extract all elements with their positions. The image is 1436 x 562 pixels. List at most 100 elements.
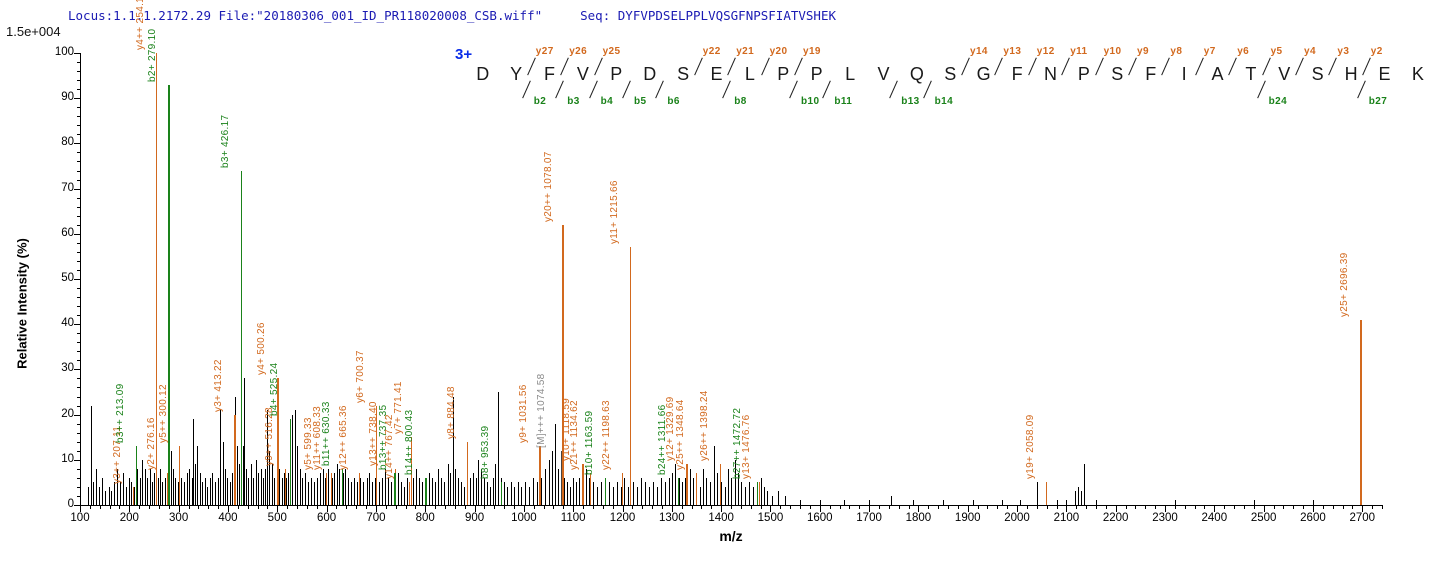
sequence-residue: D — [643, 64, 657, 84]
spectrum-peak — [668, 477, 670, 505]
y-tick — [77, 342, 80, 344]
spectrum-peak — [154, 473, 156, 505]
spectrum-plot-area: 0 10 20 30 40 50 60 70 80 90 100 100 200 300 400 500 600… — [55, 0, 1383, 524]
spectrum-peak — [586, 468, 587, 505]
spectrum-peak — [450, 473, 452, 505]
spectrum-peak — [772, 495, 774, 505]
spectrum-peak — [125, 486, 127, 505]
peak-annotation: y20++ 1078.07 — [543, 151, 555, 222]
x-tick — [977, 506, 979, 509]
sequence-residue: P — [810, 64, 823, 84]
y-tick — [77, 396, 80, 398]
x-tick-label: 2200 — [1102, 512, 1129, 524]
spectrum-peak — [649, 486, 651, 505]
x-tick-label: 800 — [415, 512, 435, 524]
x-tick — [1007, 506, 1009, 509]
x-tick — [454, 506, 456, 509]
spectrum-peak — [507, 486, 509, 505]
x-tick — [1026, 506, 1028, 509]
x-tick — [908, 506, 910, 509]
spectrum-peak — [299, 468, 301, 505]
spectrum-peak — [353, 477, 355, 505]
spectrum-peak — [360, 477, 362, 505]
sequence-residue: D — [476, 64, 490, 84]
x-tick-label: 2000 — [1004, 512, 1030, 524]
x-tick — [760, 506, 762, 509]
spectrum-peak — [785, 495, 787, 505]
spectrum-peak — [731, 477, 732, 505]
spectrum-peak — [588, 477, 590, 505]
spectrum-peak — [1066, 500, 1068, 505]
y-tick — [77, 134, 80, 136]
x-tick — [928, 506, 930, 509]
x-tick — [602, 506, 604, 509]
spectrum-peak — [734, 459, 736, 505]
sequence-residue: K — [1411, 64, 1424, 84]
spectrum-peak — [214, 482, 216, 505]
spectrum-peak — [222, 441, 224, 505]
annotated-peak — [590, 473, 592, 505]
spectrum-peak — [671, 473, 673, 505]
x-tick — [178, 506, 180, 512]
x-tick — [612, 506, 614, 509]
x-tick-label: 500 — [267, 512, 287, 524]
x-tick — [967, 506, 969, 512]
spectrum-peak — [552, 450, 554, 505]
x-tick — [1243, 506, 1245, 509]
x-tick — [1312, 506, 1314, 512]
peak-annotation: y5++ 300.12 — [157, 384, 169, 444]
x-tick-label: 1800 — [905, 512, 932, 524]
spectrum-peak — [152, 482, 153, 505]
x-tick — [366, 506, 368, 509]
x-tick — [1253, 506, 1255, 509]
x-tick — [780, 506, 782, 509]
spectrum-peak — [131, 482, 133, 505]
spectrum-peak — [255, 459, 257, 505]
spectrum-peak — [778, 491, 780, 505]
y-tick — [77, 89, 80, 91]
spectrum-peak — [195, 464, 197, 505]
annotated-peak — [695, 473, 697, 505]
spectrum-peak — [844, 500, 846, 505]
x-tick — [425, 506, 427, 512]
spectrum-peak — [102, 477, 104, 505]
spectrum-peak — [452, 396, 454, 505]
y-tick — [77, 116, 80, 118]
y-tick — [77, 206, 80, 208]
spectrum-peak — [503, 482, 505, 505]
x-tick — [257, 506, 259, 509]
spectrum-peak — [461, 482, 463, 505]
spectrum-peak — [413, 477, 415, 505]
x-tick — [750, 506, 752, 509]
y-tick — [77, 315, 80, 317]
spectrum-peak — [105, 491, 107, 505]
spectrum-peak — [476, 477, 478, 505]
seq-value-text: DYFVPDSELPPLVQSGFNPSFIATVSHEK — [617, 8, 837, 23]
spectrum-peak — [419, 477, 421, 505]
y-tick — [77, 71, 80, 73]
x-tick — [208, 506, 210, 509]
x-tick — [1086, 506, 1088, 509]
spectrum-peak — [429, 473, 431, 505]
spectrum-peak — [455, 468, 457, 505]
spectrum-peak — [297, 446, 299, 505]
spectrum-peak — [624, 477, 626, 505]
y-axis-line — [80, 53, 81, 505]
x-tick — [573, 506, 575, 512]
x-tick — [1342, 506, 1344, 509]
spectrum-peak — [664, 482, 666, 505]
peak-annotation: b3+ 426.17 — [219, 114, 231, 168]
x-tick — [484, 506, 486, 509]
x-tick — [1115, 506, 1117, 512]
spectrum-peak — [288, 473, 290, 505]
spectrum-peak — [681, 482, 683, 505]
spectrum-peak — [579, 477, 581, 505]
spectrum-peak — [407, 477, 409, 505]
spectrum-peak — [342, 473, 344, 505]
y-tick — [74, 505, 80, 506]
x-tick — [652, 506, 654, 509]
x-tick — [1076, 506, 1078, 509]
spectrum-peak — [248, 477, 250, 505]
annotated-peak — [720, 464, 722, 505]
